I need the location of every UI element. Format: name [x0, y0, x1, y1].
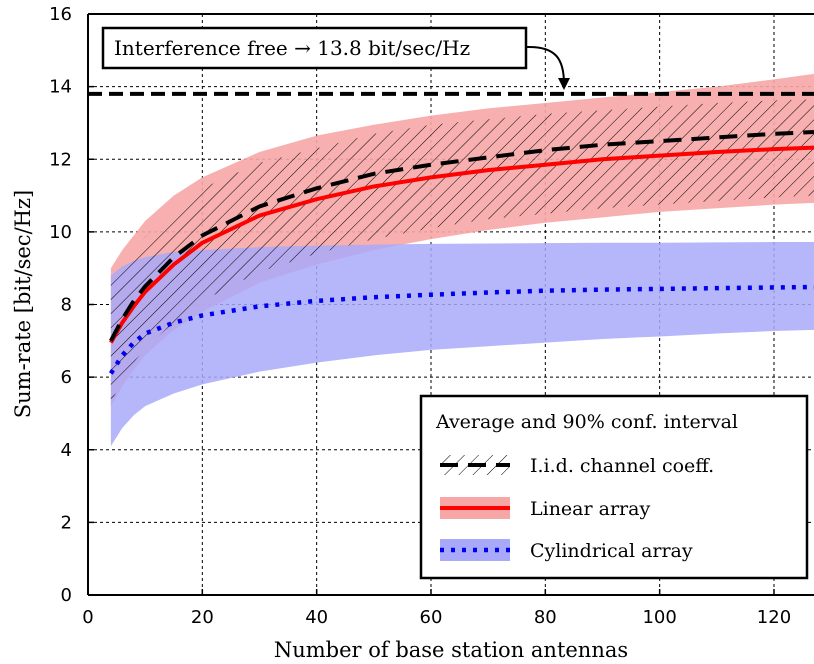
x-tick-label: 20: [191, 607, 214, 628]
x-tick-label: 80: [534, 607, 557, 628]
line-iid-channel: [109, 130, 814, 342]
annotation: Interference free → 13.8 bit/sec/Hz: [101, 26, 570, 90]
legend-label-iid: I.i.d. channel coeff.: [530, 455, 714, 477]
y-axis-label: Sum-rate [bit/sec/Hz]: [11, 190, 35, 419]
x-tick-label: 60: [420, 607, 443, 628]
y-tick-label: 8: [61, 295, 72, 316]
y-tick-label: 12: [49, 149, 72, 170]
x-tick-label: 0: [82, 607, 93, 628]
y-tick-label: 6: [61, 367, 72, 388]
annotation-box: [101, 26, 528, 70]
line-linear-array: [109, 145, 814, 344]
series-lines: [108, 130, 814, 375]
y-tick-label: 14: [49, 77, 72, 98]
legend-title: Average and 90% conf. interval: [435, 411, 738, 433]
legend-label-linear: Linear array: [530, 498, 650, 520]
confidence-bands: [110, 73, 814, 447]
band-iid-channel: [110, 99, 814, 403]
y-tick-label: 10: [49, 222, 72, 243]
legend: Average and 90% conf. interval I.i.d. ch…: [419, 394, 809, 580]
x-tick-label: 100: [642, 607, 676, 628]
x-tick-label: 120: [757, 607, 791, 628]
x-tick-label: 40: [305, 607, 328, 628]
y-tick-label: 16: [49, 4, 72, 25]
annotation-arrowhead-icon: [558, 78, 570, 90]
band-cylindrical-array: [110, 242, 814, 447]
tick-labels: 0 20 40 60 80 100 120 0 2 4 6 8 10 12 14 16: [49, 4, 791, 628]
annotation-arrow: [525, 45, 565, 85]
y-tick-label: 4: [61, 440, 72, 461]
y-tick-label: 2: [61, 512, 72, 533]
x-axis-label: Number of base station antennas: [274, 638, 628, 662]
legend-label-cylindrical: Cylindrical array: [530, 540, 693, 562]
annotation-text: Interference free → 13.8 bit/sec/Hz: [114, 36, 470, 60]
axes: [87, 13, 814, 596]
y-tick-label: 0: [61, 585, 72, 606]
legend-box: [419, 394, 809, 580]
